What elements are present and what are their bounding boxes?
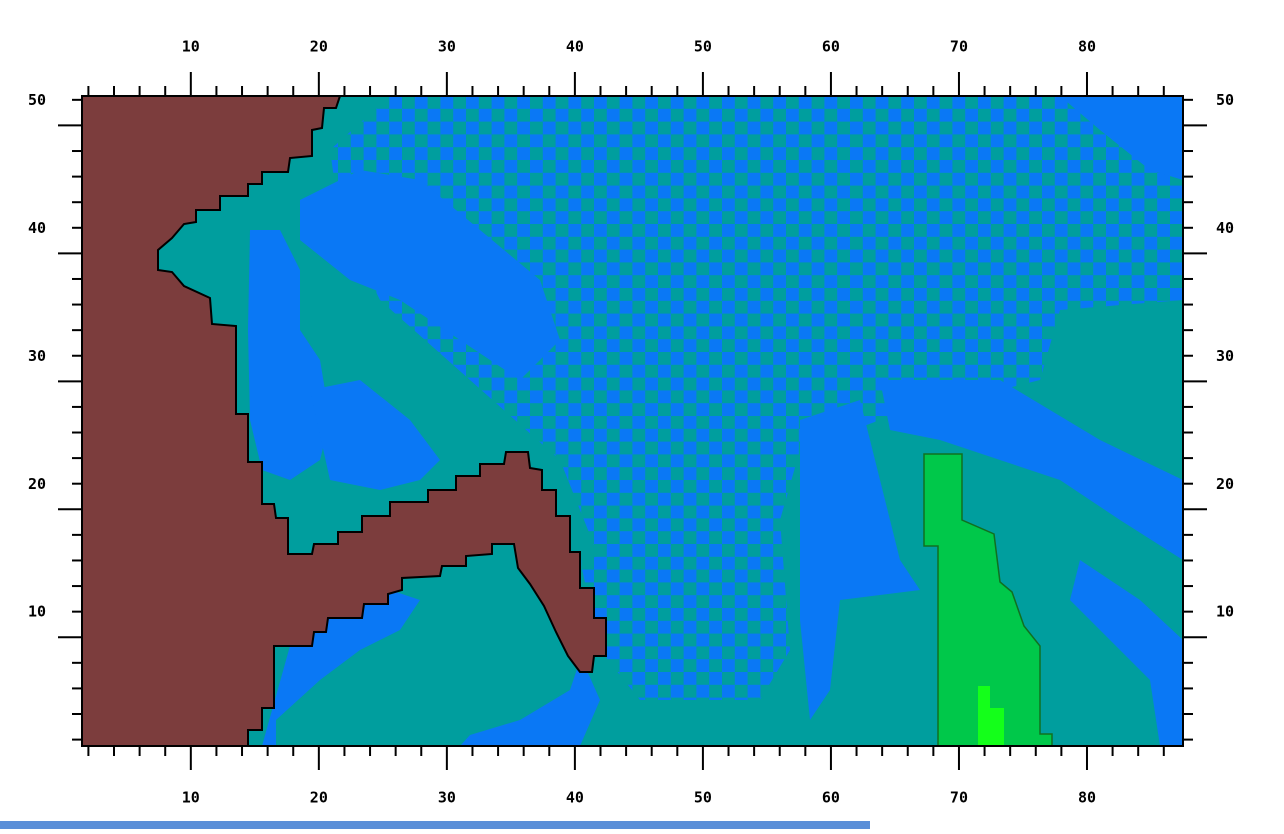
blue-zone	[1070, 560, 1183, 746]
x-tick-label-top: 10	[182, 38, 200, 56]
x-tick-label-bottom: 10	[182, 789, 200, 807]
x-tick-label-bottom: 20	[310, 789, 328, 807]
checker-zone	[330, 96, 1183, 600]
y-tick-label-left: 50	[28, 91, 46, 109]
grid-plot	[81, 95, 1184, 747]
blue-zone	[248, 230, 330, 480]
x-tick-label-top: 70	[950, 38, 968, 56]
x-tick-label-top: 30	[438, 38, 456, 56]
x-tick-label-bottom: 30	[438, 789, 456, 807]
x-tick-label-top: 50	[694, 38, 712, 56]
x-tick-label-bottom: 50	[694, 789, 712, 807]
lime-zone	[978, 686, 1004, 746]
y-tick-label-right: 30	[1216, 347, 1234, 365]
status-bar-line	[0, 821, 870, 829]
checker-zone	[580, 520, 790, 700]
y-tick-label-left: 20	[28, 475, 46, 493]
plot-frame	[81, 95, 1184, 747]
y-tick-label-left: 10	[28, 603, 46, 621]
x-tick-label-top: 80	[1078, 38, 1096, 56]
blue-zone	[460, 610, 600, 746]
y-tick-label-right: 10	[1216, 603, 1234, 621]
y-tick-label-right: 20	[1216, 475, 1234, 493]
x-tick-label-bottom: 70	[950, 789, 968, 807]
blue-zone	[1060, 96, 1183, 180]
x-tick-label-bottom: 40	[566, 789, 584, 807]
y-tick-label-left: 30	[28, 347, 46, 365]
green-zone	[923, 453, 1053, 747]
blue-zone	[880, 380, 1183, 560]
brown-zone	[81, 95, 607, 747]
x-tick-label-bottom: 60	[822, 789, 840, 807]
y-tick-label-right: 50	[1216, 91, 1234, 109]
y-tick-label-left: 40	[28, 219, 46, 237]
x-tick-label-top: 40	[566, 38, 584, 56]
x-tick-label-bottom: 80	[1078, 789, 1096, 807]
blue-zone	[310, 380, 440, 490]
blue-zone	[300, 170, 560, 380]
x-tick-label-top: 20	[310, 38, 328, 56]
x-tick-label-top: 60	[822, 38, 840, 56]
y-tick-label-right: 40	[1216, 219, 1234, 237]
blue-zone	[800, 400, 920, 720]
blue-zone	[262, 590, 420, 746]
